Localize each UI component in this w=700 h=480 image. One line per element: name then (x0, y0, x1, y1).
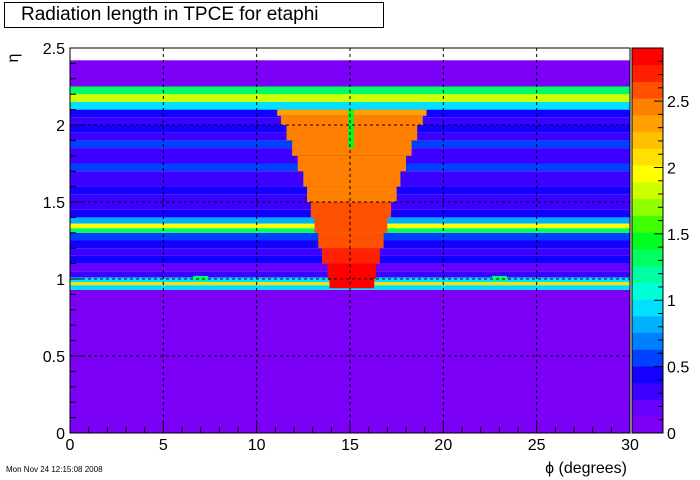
color-scale-segment (632, 366, 663, 384)
y-axis: 0 0.5 1 1.5 2 2.5 (43, 41, 82, 443)
color-scale-segment (632, 215, 663, 233)
heat-cell (314, 217, 388, 233)
x-tick-label: 25 (528, 437, 546, 454)
color-scale-segment (632, 232, 663, 250)
x-axis: 0 5 10 15 20 25 30 (66, 422, 639, 454)
z-tick-label: 1.5 (667, 227, 689, 244)
y-tick-label: 2 (56, 118, 65, 135)
y-tick-label: 2.5 (43, 41, 65, 58)
y-tick-label: 0.5 (43, 349, 65, 366)
z-tick-label: 0.5 (667, 360, 689, 377)
y-axis-title: η (5, 54, 22, 63)
heat-cell (329, 279, 375, 289)
color-scale-segment (632, 98, 663, 116)
color-scale (631, 47, 664, 434)
color-scale-segment (632, 315, 663, 334)
color-scale-segment (632, 248, 663, 267)
x-tick-label: 10 (248, 437, 266, 454)
z-tick-label: 0 (667, 426, 676, 443)
heat-cell (310, 202, 392, 218)
z-tick-label: 2 (667, 160, 676, 177)
x-tick-label: 0 (66, 437, 75, 454)
grid-lines (70, 48, 630, 433)
heat-cell (322, 248, 380, 264)
color-scale-segment (632, 416, 663, 434)
color-scale-segment (632, 148, 663, 166)
z-tick-label: 2.5 (667, 94, 689, 111)
color-scale-segment (632, 165, 663, 183)
color-scale-segment (632, 399, 663, 417)
color-scale-segment (632, 181, 663, 200)
x-tick-label: 30 (621, 437, 639, 454)
color-scale-segment (632, 282, 663, 300)
y-tick-label: 1.5 (43, 195, 65, 212)
color-scale-segment (632, 64, 663, 82)
timestamp: Mon Nov 24 12:15:08 2008 (6, 465, 103, 474)
color-scale-segment (632, 131, 663, 149)
color-scale-segment (632, 332, 663, 350)
color-scale-segment (632, 349, 663, 367)
heat-spot (491, 275, 507, 281)
z-tick-label: 1 (667, 293, 676, 310)
x-axis-title: ϕ (degrees) (545, 460, 627, 477)
heat-cell (318, 232, 384, 249)
heat-cell (307, 186, 397, 202)
heat-spot (193, 275, 209, 281)
heat-band (70, 101, 630, 110)
x-tick-label: 5 (159, 437, 168, 454)
color-scale-segment (632, 198, 663, 216)
heat-cell (303, 171, 401, 187)
chart-title: Radiation length in TPCE for etaphi (4, 2, 384, 28)
y-tick-label: 1 (56, 272, 65, 289)
color-scale-segment (632, 265, 663, 283)
x-tick-label: 20 (434, 437, 452, 454)
color-scale-segment (632, 299, 663, 317)
color-scale-segment (632, 48, 663, 66)
color-scale-segment (632, 81, 663, 99)
color-scale-frame (631, 47, 664, 434)
heat-gap-cell (348, 109, 354, 149)
color-scale-segment (632, 114, 663, 133)
x-tick-label: 15 (341, 437, 359, 454)
color-scale-segment (632, 382, 663, 401)
y-tick-label: 0 (56, 426, 65, 443)
heat-cell (327, 263, 377, 279)
color-scale-axis: 0 0.5 1 1.5 2 2.5 (654, 47, 689, 443)
heat-cell (297, 155, 406, 172)
